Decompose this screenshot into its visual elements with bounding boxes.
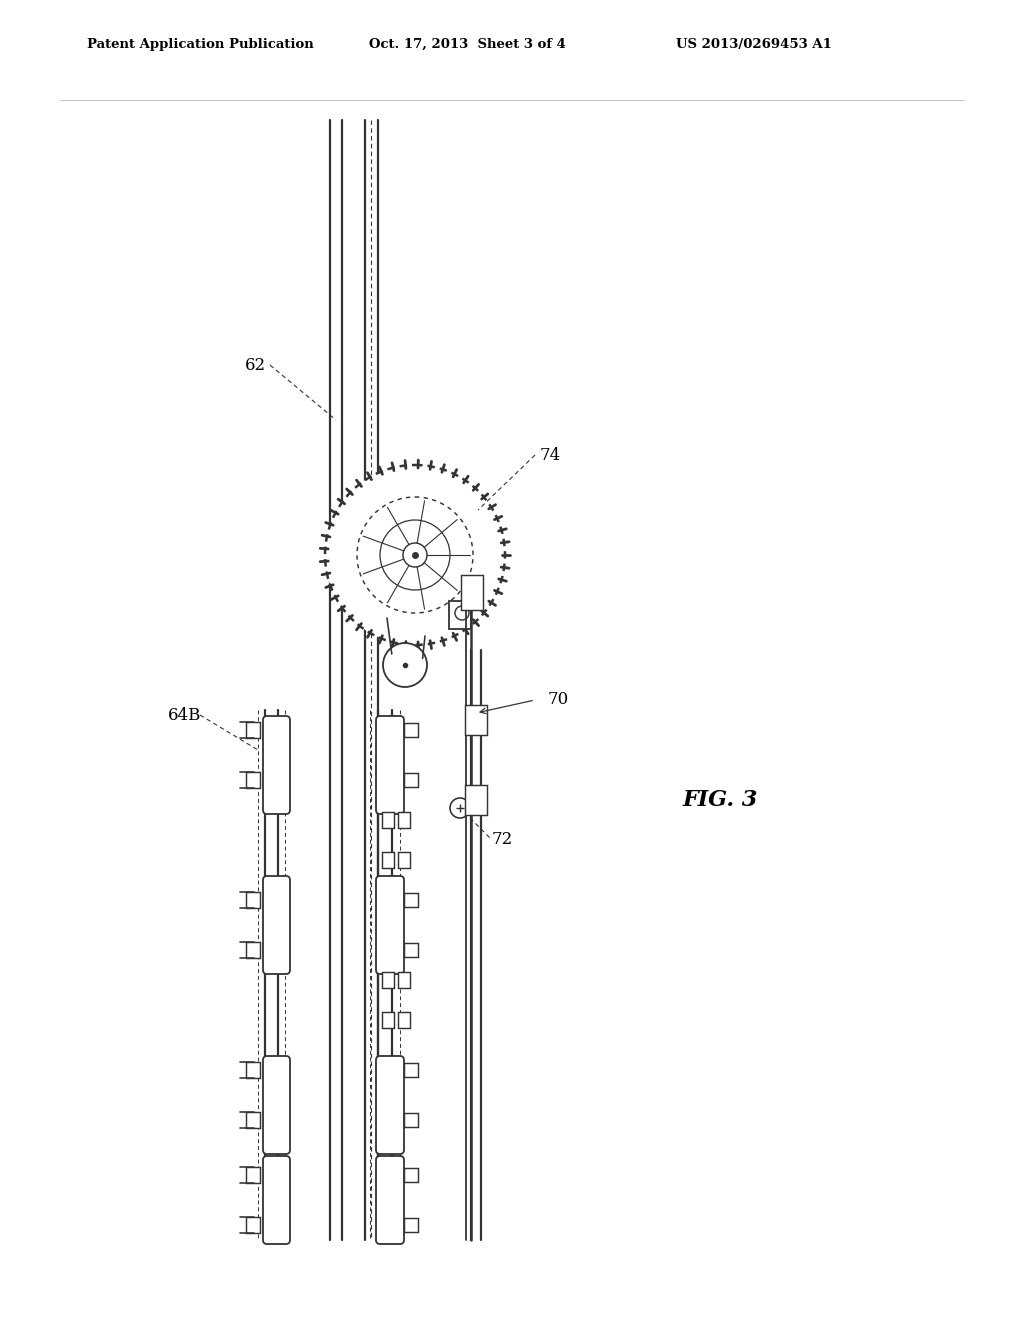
Bar <box>246 892 260 908</box>
Bar <box>461 576 483 610</box>
Circle shape <box>357 498 473 612</box>
Circle shape <box>325 465 505 645</box>
Bar <box>246 722 260 738</box>
Bar <box>465 785 487 814</box>
Circle shape <box>403 543 427 568</box>
FancyBboxPatch shape <box>376 1056 404 1154</box>
FancyBboxPatch shape <box>263 715 290 814</box>
Bar <box>404 1113 418 1127</box>
FancyBboxPatch shape <box>263 1056 290 1154</box>
Bar <box>404 1063 418 1077</box>
FancyBboxPatch shape <box>376 876 404 974</box>
Text: FIG. 3: FIG. 3 <box>682 789 758 810</box>
Bar <box>246 772 260 788</box>
Bar <box>398 851 410 869</box>
Bar <box>404 942 418 957</box>
FancyBboxPatch shape <box>263 876 290 974</box>
Bar <box>398 972 410 987</box>
Bar <box>404 723 418 737</box>
Circle shape <box>450 799 470 818</box>
Text: 74: 74 <box>540 446 560 463</box>
Text: 70: 70 <box>548 692 569 709</box>
FancyBboxPatch shape <box>376 1156 404 1243</box>
FancyBboxPatch shape <box>376 715 404 814</box>
Bar <box>382 851 394 869</box>
Bar <box>465 705 487 735</box>
Bar <box>382 1012 394 1028</box>
FancyBboxPatch shape <box>263 1156 290 1243</box>
Bar <box>246 1111 260 1129</box>
Text: US 2013/0269453 A1: US 2013/0269453 A1 <box>676 37 831 50</box>
Bar <box>449 601 471 630</box>
Bar <box>246 1063 260 1078</box>
Circle shape <box>383 643 427 686</box>
Bar <box>246 942 260 958</box>
Text: 72: 72 <box>492 832 513 849</box>
Bar <box>246 1167 260 1183</box>
Bar <box>246 1217 260 1233</box>
Bar <box>398 812 410 828</box>
Bar <box>382 972 394 987</box>
Circle shape <box>380 520 450 590</box>
Bar <box>404 894 418 907</box>
Bar <box>404 774 418 787</box>
Text: 64B: 64B <box>168 706 202 723</box>
Bar <box>382 812 394 828</box>
Bar <box>404 1168 418 1181</box>
Bar <box>404 1218 418 1232</box>
Bar <box>398 1012 410 1028</box>
Text: Patent Application Publication: Patent Application Publication <box>87 37 313 50</box>
Circle shape <box>455 606 469 620</box>
Text: Oct. 17, 2013  Sheet 3 of 4: Oct. 17, 2013 Sheet 3 of 4 <box>369 37 565 50</box>
Text: 62: 62 <box>245 356 265 374</box>
